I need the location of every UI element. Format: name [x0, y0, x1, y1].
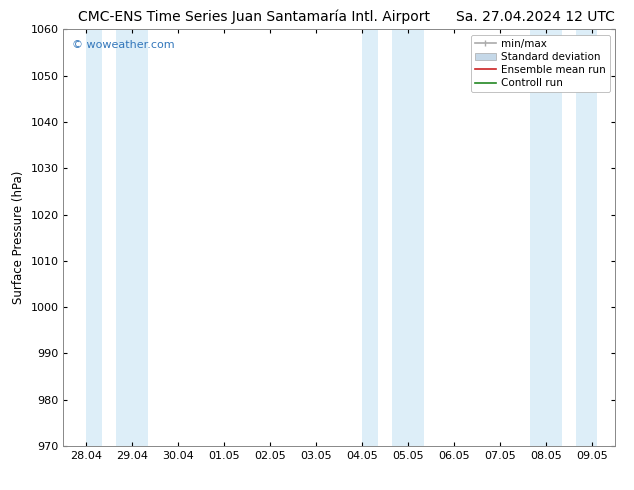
Bar	[392, 29, 424, 446]
Bar	[362, 29, 378, 446]
Bar	[530, 29, 562, 446]
Bar	[576, 29, 597, 446]
Text: CMC-ENS Time Series Juan Santamaría Intl. Airport: CMC-ENS Time Series Juan Santamaría Intl…	[77, 10, 430, 24]
Y-axis label: Surface Pressure (hPa): Surface Pressure (hPa)	[12, 171, 25, 304]
Text: © woweather.com: © woweather.com	[72, 40, 174, 50]
Bar	[86, 29, 103, 446]
Bar	[116, 29, 148, 446]
Legend: min/max, Standard deviation, Ensemble mean run, Controll run: min/max, Standard deviation, Ensemble me…	[470, 35, 610, 92]
Text: Sa. 27.04.2024 12 UTC: Sa. 27.04.2024 12 UTC	[456, 10, 615, 24]
